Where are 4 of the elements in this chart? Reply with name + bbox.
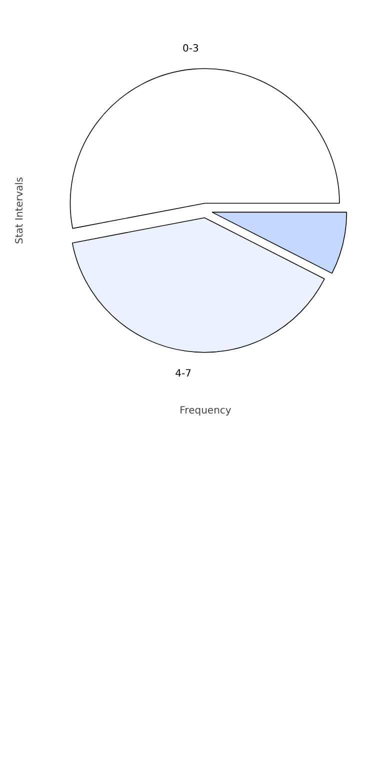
slice-label: 0-3 xyxy=(182,44,199,55)
text: Frequency xyxy=(180,406,232,416)
text: Stat Intervals xyxy=(14,176,26,244)
slice-label: 4-7 xyxy=(175,368,192,380)
